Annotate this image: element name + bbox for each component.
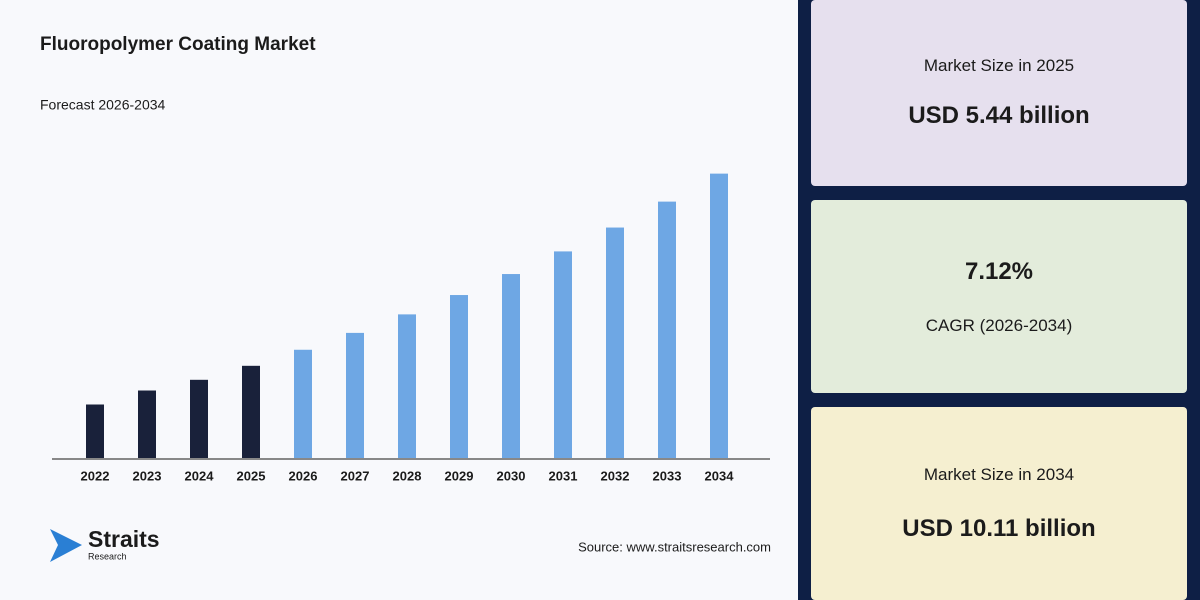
logo-icon [50,529,82,562]
source: Source: www.straitsresearch.com [578,539,771,554]
bar [710,173,728,458]
x-tick-label: 2022 [81,468,110,483]
x-tick-label: 2030 [497,468,526,483]
chart: Fluoropolymer Coating Market Forecast 20… [0,0,798,600]
x-tick-label: 2027 [341,468,370,483]
card: 7.12% CAGR (2026-2034) [811,200,1187,393]
card-value: USD 10.11 billion [902,514,1096,542]
logo-name: Straits [88,526,160,552]
card-label: CAGR (2026-2034) [925,315,1073,335]
bar [606,227,624,458]
bar [138,390,156,458]
bar [86,404,104,458]
chart-title: Fluoropolymer Coating Market [40,34,316,55]
bar [346,332,364,458]
x-tick-label: 2023 [133,468,162,483]
x-tick-label: 2032 [601,468,630,483]
x-tick-label: 2024 [185,468,215,483]
bar [658,201,676,458]
bar [398,314,416,458]
bar [190,379,208,458]
card: Market Size in 2025 USD 5.44 billion [811,0,1187,186]
x-tick-label: 2033 [653,468,682,483]
chart-subtitle: Forecast 2026-2034 [40,97,166,113]
bar [554,251,572,458]
bar [450,295,468,458]
x-tick-label: 2034 [705,468,735,483]
card-value: 7.12% [964,257,1034,285]
x-tick-label: 2028 [393,468,422,483]
x-tick-label: 2025 [237,468,266,483]
x-tick-label: 2026 [289,468,318,483]
chart-panel [0,0,798,600]
card-label: Market Size in 2025 [923,56,1075,75]
card: Market Size in 2034 USD 10.11 billion [811,407,1187,600]
card-value: USD 5.44 billion [908,102,1090,129]
x-tick-label: 2031 [549,468,578,483]
bar [294,349,312,458]
x-tick-label: 2029 [445,468,474,483]
bar [502,274,520,458]
card-label: Market Size in 2034 [923,464,1075,484]
logo-sub: Research [88,551,127,561]
bar [242,365,260,458]
